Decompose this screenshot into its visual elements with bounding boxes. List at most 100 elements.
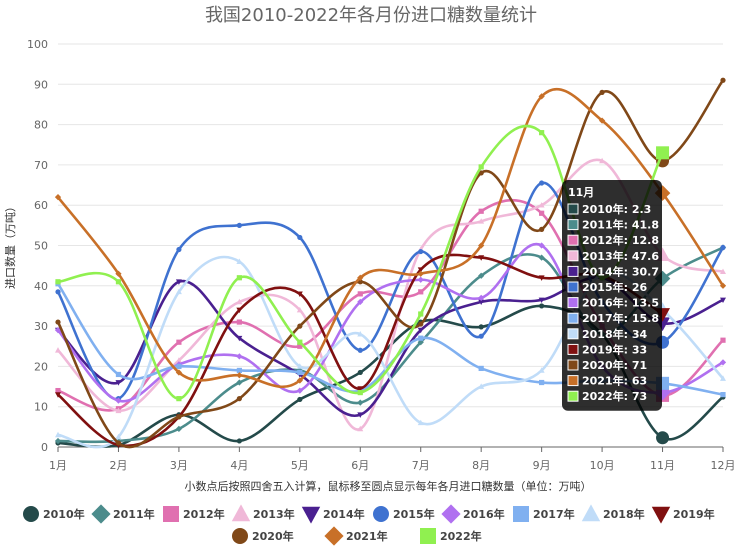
data-point[interactable] [55,387,61,394]
data-point[interactable] [598,117,606,124]
data-point[interactable] [357,425,364,432]
data-point[interactable] [417,270,424,277]
data-point[interactable] [418,289,424,295]
data-point[interactable] [236,307,243,314]
data-point[interactable] [720,337,726,343]
legend-marker[interactable] [581,504,601,522]
legend-item[interactable]: 2017年 [513,506,575,522]
legend-marker[interactable] [513,506,529,522]
data-point[interactable] [538,367,545,373]
data-point[interactable] [656,146,670,160]
legend-item[interactable]: 2019年 [651,506,715,524]
data-point[interactable] [236,258,243,264]
data-point[interactable] [720,244,726,251]
data-point[interactable] [357,399,364,406]
data-point[interactable] [115,279,122,285]
data-point[interactable] [539,226,545,232]
legend-marker[interactable] [441,504,461,524]
data-point[interactable] [538,297,545,304]
data-point[interactable] [236,335,243,342]
legend-item[interactable]: 2018年 [581,504,645,522]
data-point[interactable] [538,254,545,261]
data-point[interactable] [539,180,545,186]
legend-marker[interactable] [420,528,436,544]
data-point[interactable] [719,282,727,289]
legend-marker[interactable] [651,506,671,524]
data-point[interactable] [538,275,545,281]
data-point[interactable] [478,299,485,306]
data-point[interactable] [720,375,726,381]
data-point[interactable] [55,347,61,353]
data-point[interactable] [296,291,303,297]
data-point[interactable] [236,372,243,379]
data-point[interactable] [539,303,545,309]
legend-item[interactable]: 2012年 [163,506,225,522]
data-point[interactable] [478,294,485,302]
data-point[interactable] [236,367,242,374]
data-point[interactable] [357,331,364,337]
data-point[interactable] [55,279,61,285]
data-point[interactable] [115,371,122,378]
data-point[interactable] [357,274,364,281]
data-point[interactable] [54,194,62,201]
data-point[interactable] [297,369,303,376]
data-point[interactable] [478,324,484,330]
legend-marker[interactable] [301,506,321,524]
data-point[interactable] [539,210,545,216]
data-point[interactable] [478,218,485,224]
legend-marker[interactable] [91,504,111,524]
data-point[interactable] [478,170,484,176]
data-point[interactable] [538,242,545,249]
data-point[interactable] [720,77,726,83]
data-point[interactable] [236,379,243,386]
data-point[interactable] [719,359,727,366]
data-point[interactable] [418,248,424,255]
data-point[interactable] [115,433,122,440]
data-point[interactable] [115,380,122,386]
data-point[interactable] [357,291,363,297]
legend-marker[interactable] [373,506,389,522]
legend-item[interactable]: 2022年 [420,528,482,544]
data-point[interactable] [176,246,182,253]
data-point[interactable] [297,234,303,241]
data-point[interactable] [599,89,605,95]
data-point[interactable] [720,392,726,398]
data-point[interactable] [115,407,122,414]
legend-item[interactable]: 2015年 [373,506,435,522]
data-point[interactable] [478,164,484,170]
data-point[interactable] [296,306,303,313]
legend-marker[interactable] [163,506,179,522]
data-point[interactable] [175,357,182,363]
data-point[interactable] [236,353,243,360]
legend-marker[interactable] [23,506,39,522]
legend-marker[interactable] [324,526,344,546]
legend-marker[interactable] [231,504,251,522]
data-point[interactable] [720,297,726,304]
data-point[interactable] [55,431,61,438]
data-point[interactable] [115,440,122,446]
data-point[interactable] [115,270,122,277]
data-point[interactable] [296,377,303,384]
data-point[interactable] [236,298,243,305]
data-point[interactable] [175,288,182,295]
data-point[interactable] [357,369,363,376]
data-point[interactable] [55,319,61,325]
data-point[interactable] [296,363,303,369]
data-point[interactable] [236,319,242,325]
data-point[interactable] [478,272,485,279]
data-point[interactable] [176,414,182,420]
data-point[interactable] [357,412,364,418]
data-point[interactable] [417,276,424,283]
legend-item[interactable]: 2014年 [301,506,365,524]
data-point[interactable] [176,339,182,345]
data-point[interactable] [236,275,242,281]
legend-marker[interactable] [232,528,248,544]
data-point[interactable] [478,365,484,372]
data-point[interactable] [176,363,182,369]
data-point[interactable] [297,343,303,349]
data-point[interactable] [538,202,545,208]
data-point[interactable] [357,347,363,353]
data-point[interactable] [478,333,484,339]
data-point[interactable] [417,419,424,426]
data-point[interactable] [656,431,670,445]
